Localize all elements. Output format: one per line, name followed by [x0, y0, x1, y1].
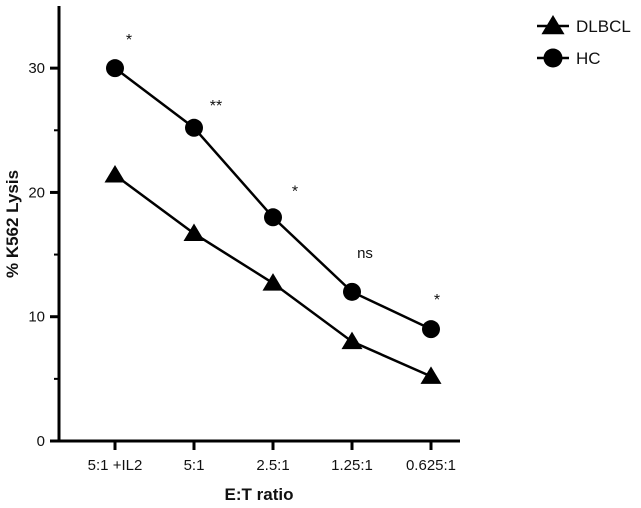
legend-marker-dlbcl	[541, 15, 565, 35]
x-ticks: 5:1 +IL2 5:1 2.5:1 1.25:1 0.625:1	[88, 441, 456, 474]
significance-label: *	[126, 32, 132, 49]
x-tick-label: 0.625:1	[406, 457, 456, 474]
data-point-dlbcl	[262, 273, 284, 291]
legend-item-dlbcl: DLBCL	[537, 15, 631, 36]
y-ticks: 0 10 20 30	[28, 60, 59, 450]
significance-annotations: ****ns*	[126, 32, 440, 309]
data-point-dlbcl	[420, 366, 442, 384]
legend-label-dlbcl: DLBCL	[576, 17, 631, 36]
axes	[57, 6, 460, 443]
data-point-hc	[185, 118, 203, 137]
data-point-hc	[264, 208, 282, 227]
series-dlbcl	[104, 165, 442, 384]
legend: DLBCL HC	[537, 15, 631, 68]
data-point-hc	[343, 282, 361, 301]
significance-label: **	[210, 98, 222, 115]
x-tick-label: 5:1 +IL2	[88, 457, 143, 474]
y-tick-label: 20	[28, 184, 45, 201]
x-tick-label: 2.5:1	[256, 457, 289, 474]
significance-label: *	[434, 292, 440, 309]
legend-label-hc: HC	[576, 49, 601, 68]
data-point-hc	[106, 59, 124, 78]
x-tick-label: 5:1	[184, 457, 205, 474]
significance-label: ns	[357, 245, 373, 262]
data-point-hc	[422, 320, 440, 339]
data-point-dlbcl	[104, 165, 126, 183]
y-tick-label: 0	[37, 433, 45, 450]
series-hc	[106, 59, 440, 339]
y-axis-title: % K562 Lysis	[3, 170, 22, 278]
x-tick-label: 1.25:1	[331, 457, 373, 474]
y-tick-label: 30	[28, 60, 45, 77]
x-axis-title: E:T ratio	[225, 485, 294, 504]
data-point-dlbcl	[183, 223, 205, 241]
series-layer	[104, 59, 442, 384]
y-tick-label: 10	[28, 309, 45, 326]
data-point-dlbcl	[341, 331, 363, 350]
legend-item-hc: HC	[537, 48, 601, 68]
legend-marker-hc	[543, 48, 563, 68]
significance-label: *	[292, 183, 298, 200]
